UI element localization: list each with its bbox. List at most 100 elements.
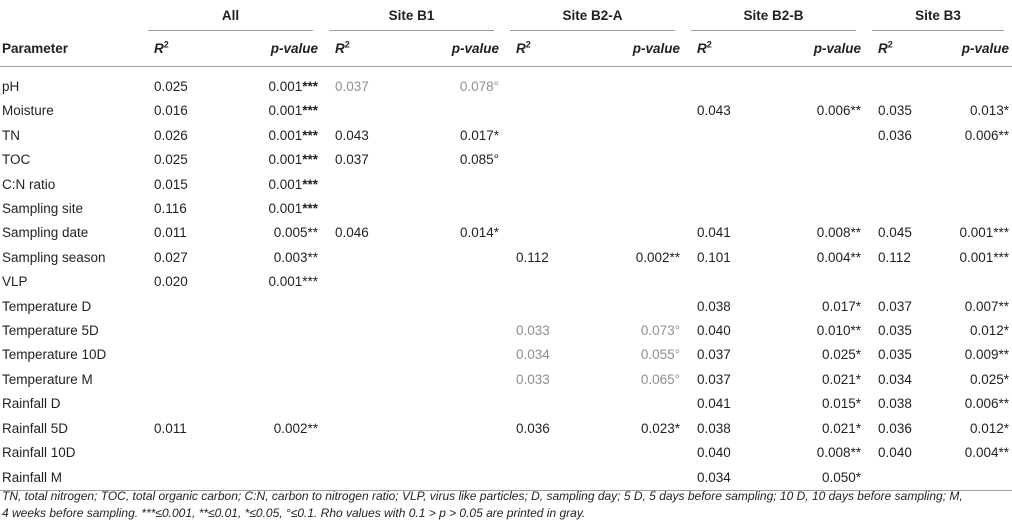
pvalue-cell — [582, 148, 683, 172]
r2-header: R2 — [321, 32, 402, 67]
pvalue-cell: 0.001*** — [220, 99, 321, 123]
r2-cell — [321, 197, 401, 221]
pvalue-number: 0.002 — [273, 420, 308, 436]
r2-cell: 0.040 — [697, 445, 731, 461]
parameter-name: TOC — [2, 152, 31, 168]
r2-cell — [321, 99, 401, 123]
r2-cell — [502, 124, 582, 148]
pvalue-number: 0.078 — [459, 79, 494, 94]
r2-cell: 0.038 — [878, 396, 912, 412]
table-row: TN 0.026 0.001*** 0.043 0.017* 0.036 0.006** — [0, 124, 1012, 148]
pvalue-cell — [763, 148, 864, 172]
table-row: Rainfall M 0.034 0.050* — [0, 465, 1012, 491]
pvalue-number: 0.001 — [959, 249, 994, 265]
table-row: Rainfall 10D 0.040 0.008** 0.040 0.004** — [0, 441, 1012, 465]
pvalue-number: 0.008 — [816, 445, 851, 461]
pvalue-cell: 0.001*** — [220, 124, 321, 148]
r2-superscript: 2 — [525, 39, 531, 50]
pvalue-cell: 0.010** — [763, 319, 864, 343]
table-row: Rainfall 5D 0.011 0.002** 0.036 0.023* 0.038 0… — [0, 417, 1012, 441]
pvalue-header: p-value — [220, 32, 322, 67]
group-label: All — [148, 1, 314, 31]
r2-cell: 0.112 — [878, 249, 911, 265]
r2-cell — [140, 319, 220, 343]
significance-marker: * — [855, 298, 862, 314]
empty-corner-cell — [0, 0, 140, 32]
pvalue-cell: 0.013* — [944, 99, 1012, 123]
pvalue-number: 0.001 — [268, 127, 303, 143]
pvalue-cell: 0.001*** — [944, 221, 1012, 245]
r2-cell — [140, 295, 220, 319]
table-row: Moisture 0.016 0.001*** 0.043 0.006** 0.035 0.… — [0, 99, 1012, 123]
pvalue-cell: 0.025* — [944, 368, 1012, 392]
significance-marker: * — [674, 420, 681, 436]
parameter-name: Temperature D — [2, 298, 92, 314]
significance-marker: *** — [993, 249, 1010, 265]
pvalue-cell — [763, 270, 864, 294]
r2-cell — [502, 221, 582, 245]
significance-marker: ** — [850, 323, 862, 339]
pvalue-cell: 0.005** — [220, 221, 321, 245]
pvalue-cell: 0.002** — [220, 417, 321, 441]
r2-cell — [864, 465, 945, 491]
pvalue-cell: 0.008** — [763, 221, 864, 245]
table-row: Sampling site 0.116 0.001*** — [0, 197, 1012, 221]
pvalue-cell: 0.021* — [763, 417, 864, 441]
parameter-name: Temperature 5D — [2, 323, 99, 339]
significance-marker: * — [855, 347, 862, 363]
pvalue-cell — [401, 99, 502, 123]
r2-header: R2 — [683, 32, 764, 67]
r2-cell: 0.043 — [697, 103, 731, 119]
pvalue-cell — [401, 417, 502, 441]
r2-cell: 0.036 — [516, 420, 550, 436]
significance-marker: ** — [850, 225, 862, 241]
r2-cell: 0.034 — [516, 347, 550, 363]
pvalue-cell — [582, 441, 683, 465]
table-row: TOC 0.025 0.001*** 0.037 0.085° — [0, 148, 1012, 172]
pvalue-cell — [763, 173, 864, 197]
pvalue-cell: 0.025* — [763, 343, 864, 367]
table-row: Temperature 5D 0.033 0.073° 0.040 0.010** 0.0… — [0, 319, 1012, 343]
pvalue-number: 0.004 — [964, 445, 999, 461]
pvalue-header: p-value — [582, 32, 684, 67]
pvalue-cell — [220, 441, 321, 465]
pvalue-number: 0.003 — [273, 249, 308, 265]
table-row: Sampling season 0.027 0.003** 0.112 0.002** 0… — [0, 246, 1012, 270]
significance-marker: ° — [674, 347, 681, 363]
r2-cell — [321, 368, 401, 392]
parameter-name: Rainfall 5D — [2, 420, 69, 436]
spacer-row — [0, 67, 1012, 76]
pvalue-cell: 0.001*** — [220, 197, 321, 221]
significance-marker: *** — [302, 152, 319, 168]
r2-cell — [140, 465, 220, 491]
pvalue-number: 0.025 — [969, 371, 1004, 387]
significance-marker: *** — [302, 127, 319, 143]
pvalue-cell: 0.021* — [763, 368, 864, 392]
significance-marker: * — [493, 225, 500, 241]
r2-cell: 0.037 — [697, 371, 731, 387]
statistics-table: All Site B1 Site B2-A Site B2-B Site B3 … — [0, 0, 1012, 491]
r2-label: R — [878, 41, 888, 56]
pvalue-cell — [944, 75, 1012, 99]
r2-cell: 0.112 — [516, 249, 549, 265]
r2-cell: 0.025 — [154, 152, 188, 168]
r2-cell: 0.041 — [697, 396, 731, 412]
pvalue-cell — [401, 246, 502, 270]
group-header-site-b3: Site B3 — [864, 0, 1012, 32]
pvalue-number: 0.007 — [964, 298, 999, 314]
r2-cell — [502, 99, 582, 123]
r2-cell — [502, 75, 582, 99]
significance-marker: ° — [674, 371, 681, 387]
column-header-row: Parameter R2 p-value R2 p-value R2 p-value R2 p… — [0, 32, 1012, 67]
r2-cell — [502, 441, 582, 465]
significance-marker: ** — [850, 249, 862, 265]
significance-marker: * — [855, 469, 862, 485]
r2-cell — [321, 417, 401, 441]
pvalue-cell — [944, 173, 1012, 197]
r2-cell — [683, 75, 763, 99]
parameter-name: Moisture — [2, 103, 54, 119]
pvalue-cell — [220, 295, 321, 319]
pvalue-number: 0.002 — [635, 249, 670, 265]
parameter-name: Temperature 10D — [2, 347, 107, 363]
r2-cell: 0.035 — [878, 347, 912, 363]
